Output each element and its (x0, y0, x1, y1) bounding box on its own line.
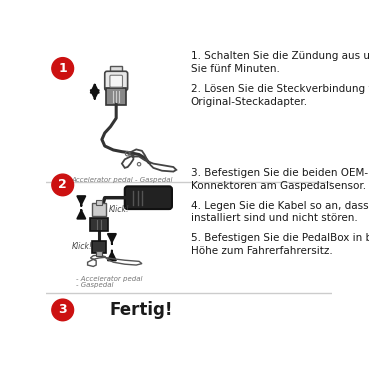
Text: Sie fünf Minuten.: Sie fünf Minuten. (190, 64, 279, 74)
Text: Konnektoren am Gaspedalsensor.: Konnektoren am Gaspedalsensor. (190, 181, 366, 191)
Text: 3. Befestigen Sie die beiden OEM-: 3. Befestigen Sie die beiden OEM- (190, 168, 368, 178)
Text: 4. Legen Sie die Kabel so an, dass sie fest: 4. Legen Sie die Kabel so an, dass sie f… (190, 201, 369, 211)
FancyBboxPatch shape (96, 200, 103, 204)
Circle shape (52, 174, 73, 196)
Text: - Accelerator pedal: - Accelerator pedal (76, 276, 143, 282)
Text: 5. Befestigen Sie die PedalBox in bequemer: 5. Befestigen Sie die PedalBox in bequem… (190, 233, 369, 243)
FancyBboxPatch shape (90, 218, 108, 231)
Text: Klick!: Klick! (109, 205, 130, 214)
Text: 1: 1 (58, 62, 67, 75)
Text: 2. Lösen Sie die Steckverbindung vom: 2. Lösen Sie die Steckverbindung vom (190, 84, 369, 94)
Text: installiert sind und nicht stören.: installiert sind und nicht stören. (190, 213, 357, 223)
FancyBboxPatch shape (96, 251, 103, 256)
Text: Höhe zum Fahrerfahrersitz.: Höhe zum Fahrerfahrersitz. (190, 246, 332, 256)
FancyBboxPatch shape (125, 186, 172, 209)
Text: 3: 3 (58, 303, 67, 317)
Text: - Gaspedal: - Gaspedal (76, 282, 114, 288)
Text: 1. Schalten Sie die Zündung aus und warten: 1. Schalten Sie die Zündung aus und wart… (190, 51, 369, 61)
FancyBboxPatch shape (92, 203, 106, 215)
FancyBboxPatch shape (110, 75, 123, 87)
FancyBboxPatch shape (92, 241, 106, 252)
FancyBboxPatch shape (106, 88, 126, 105)
Circle shape (52, 58, 73, 79)
Text: Fertig!: Fertig! (109, 301, 173, 319)
Text: 2: 2 (58, 179, 67, 192)
Text: Accelerator pedal - Gaspedal: Accelerator pedal - Gaspedal (72, 176, 173, 183)
FancyBboxPatch shape (105, 71, 128, 91)
Text: Klick!: Klick! (72, 242, 93, 251)
Circle shape (52, 299, 73, 321)
Text: Original-Steckadapter.: Original-Steckadapter. (190, 97, 308, 107)
FancyBboxPatch shape (110, 66, 122, 75)
